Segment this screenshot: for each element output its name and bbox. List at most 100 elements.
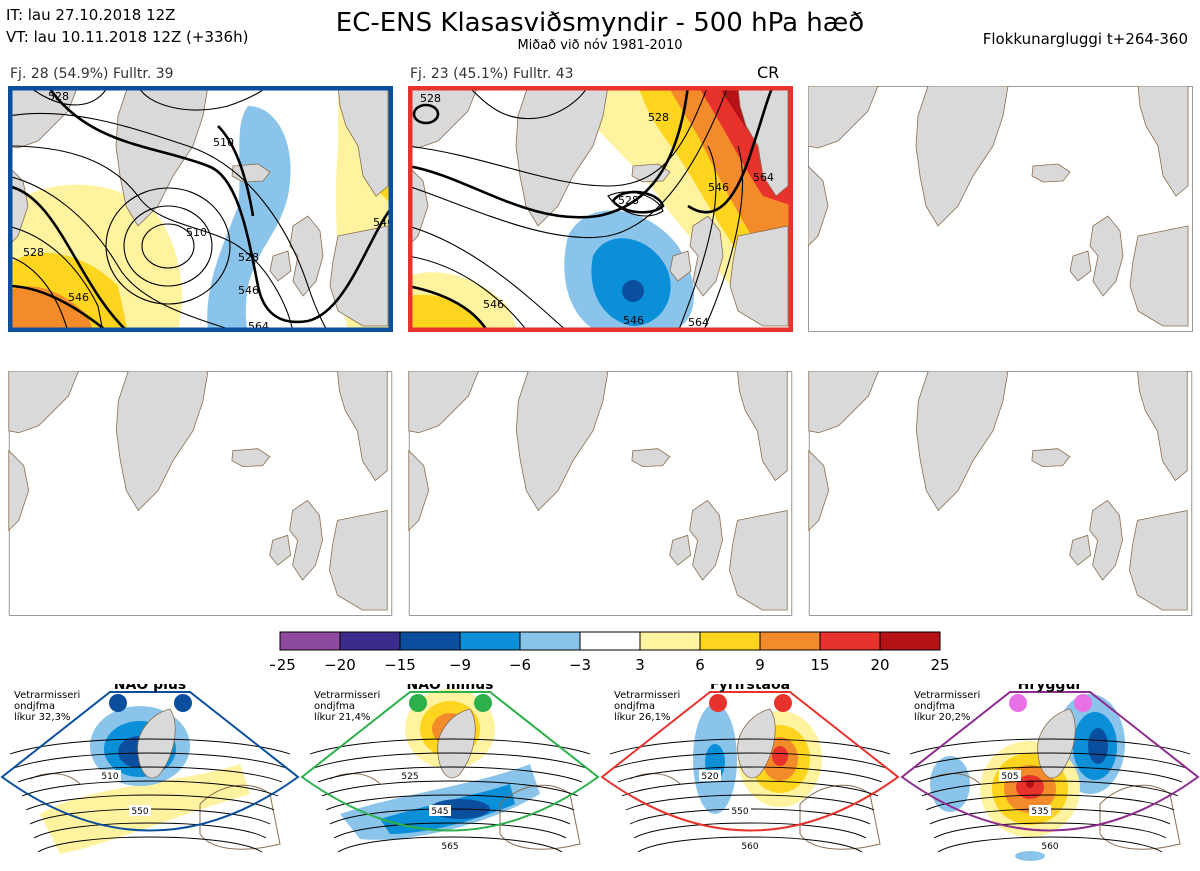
colorbar-tick-label: 25 <box>930 656 949 674</box>
anomaly-negative-area <box>930 756 970 812</box>
contour-label: 546 <box>623 314 644 327</box>
height-contour <box>621 780 879 797</box>
colorbar-tick-label: −6 <box>509 656 531 674</box>
cluster-1-frame <box>8 86 393 332</box>
contour-label: 528 <box>618 194 639 207</box>
colorbar-swatch <box>279 631 341 651</box>
contour-label-bg <box>999 770 1021 781</box>
contour-label: 546 <box>708 181 729 194</box>
coastline <box>799 784 881 850</box>
height-contour <box>9 738 291 755</box>
height-contour <box>13 752 287 769</box>
contour-label: 546 <box>238 284 259 297</box>
regime-contour-label: 545 <box>431 807 448 817</box>
colorbar-swatch <box>399 631 461 651</box>
contour-label: 528 <box>48 90 69 103</box>
height-contour <box>617 766 883 783</box>
contour-label-bg <box>1029 805 1051 816</box>
regime-name: Hryggur <box>1018 684 1083 693</box>
regime-contour-label: 505 <box>1001 772 1018 782</box>
height-contour <box>309 738 591 755</box>
page-title: EC-ENS Klasasviðsmyndir - 500 hPa hæð <box>335 8 865 38</box>
regime-name: NAO plús <box>114 684 186 693</box>
colorbar-swatch <box>819 631 881 651</box>
height-contours <box>8 86 329 332</box>
regime-note: líkur 21,4% <box>314 711 370 723</box>
anomaly-core <box>772 746 788 766</box>
height-contours-major <box>408 86 775 332</box>
height-contour <box>921 780 1179 797</box>
colorbar-swatch <box>639 631 701 651</box>
regime-contour-label: 565 <box>441 842 458 852</box>
regime-note: Vetrarmisseri <box>914 690 980 701</box>
regime-note: ondjfma <box>314 701 355 712</box>
height-contour <box>613 752 887 769</box>
regime-dot <box>109 694 127 712</box>
init-time: IT: lau 27.10.2018 12Z <box>6 6 176 24</box>
regime-contour-label: 520 <box>701 772 718 782</box>
panel-2-label: Fj. 23 (45.1%) Fulltr. 43 <box>410 66 574 82</box>
page-subtitle: Miðað við nóv 1981-2010 <box>517 38 683 53</box>
regime-contour-label: 560 <box>1041 842 1058 852</box>
contour-label: 564 <box>753 171 774 184</box>
height-contour <box>317 766 583 783</box>
colorbar-swatch <box>519 631 581 651</box>
regime-contour-label: 525 <box>401 772 418 782</box>
cluster-2-frame <box>408 86 793 332</box>
empty-map-3 <box>808 86 1193 332</box>
valid-time: VT: lau 10.11.2018 12Z (+336h) <box>6 28 249 46</box>
colorbar-tick-label: −3 <box>569 656 591 674</box>
anomaly-negative-area <box>1015 851 1045 861</box>
height-contour <box>33 822 267 839</box>
contour-label-bg <box>399 770 421 781</box>
height-contour <box>333 822 567 839</box>
regime-contour-label: 550 <box>131 807 148 817</box>
anomaly-negative-area <box>207 106 291 332</box>
height-contour <box>913 752 1187 769</box>
height-contour <box>633 822 867 839</box>
regime-sector-frame <box>0 691 300 832</box>
cluster-1-map: 528 510 528 546 546 564 510 528 546 <box>8 86 393 332</box>
cluster-2-map: 528 528 546 564 546 546 528 564 <box>408 86 793 332</box>
landmass <box>137 708 176 779</box>
regime-contour-label: 535 <box>1031 807 1048 817</box>
anomaly-positive-area <box>8 286 93 332</box>
regime-contour-label: 510 <box>101 772 118 782</box>
contour-label-bg <box>129 805 151 816</box>
empty-map-5 <box>408 371 793 616</box>
colorbar-swatch <box>759 631 821 651</box>
contour-label: 510 <box>186 226 207 239</box>
height-contour <box>925 794 1175 811</box>
colorbar-tick-label: 6 <box>695 656 705 674</box>
contour-label: 528 <box>420 92 441 105</box>
colorbar-swatch <box>699 631 761 651</box>
height-contour <box>37 836 263 853</box>
height-contour <box>609 738 891 755</box>
anomaly-core <box>1026 780 1034 788</box>
height-contour <box>25 794 275 811</box>
panel-2-tag: CR <box>757 63 780 82</box>
height-contour <box>17 766 283 783</box>
height-contour <box>21 780 279 797</box>
colorbar-tick-label: 15 <box>810 656 829 674</box>
regime-name: Fyrirstaða <box>710 684 790 693</box>
colorbar-tick-label: −25 <box>270 656 296 674</box>
colorbar-tick-label: −15 <box>384 656 416 674</box>
empty-map-4 <box>8 371 393 616</box>
colorbar-tick-label: 9 <box>755 656 765 674</box>
colorbar-swatch <box>459 631 521 651</box>
height-contour <box>909 738 1191 755</box>
contour-label-bg <box>739 840 761 851</box>
regime-dot <box>409 694 427 712</box>
regime-dot <box>709 694 727 712</box>
contour-label-bg <box>1039 840 1061 851</box>
regime-note: Vetrarmisseri <box>614 690 680 701</box>
colorbar-swatch <box>339 631 401 651</box>
colorbar-tick-label: −20 <box>324 656 356 674</box>
contour-label-bg <box>699 770 721 781</box>
colorbar-swatch <box>579 631 641 651</box>
